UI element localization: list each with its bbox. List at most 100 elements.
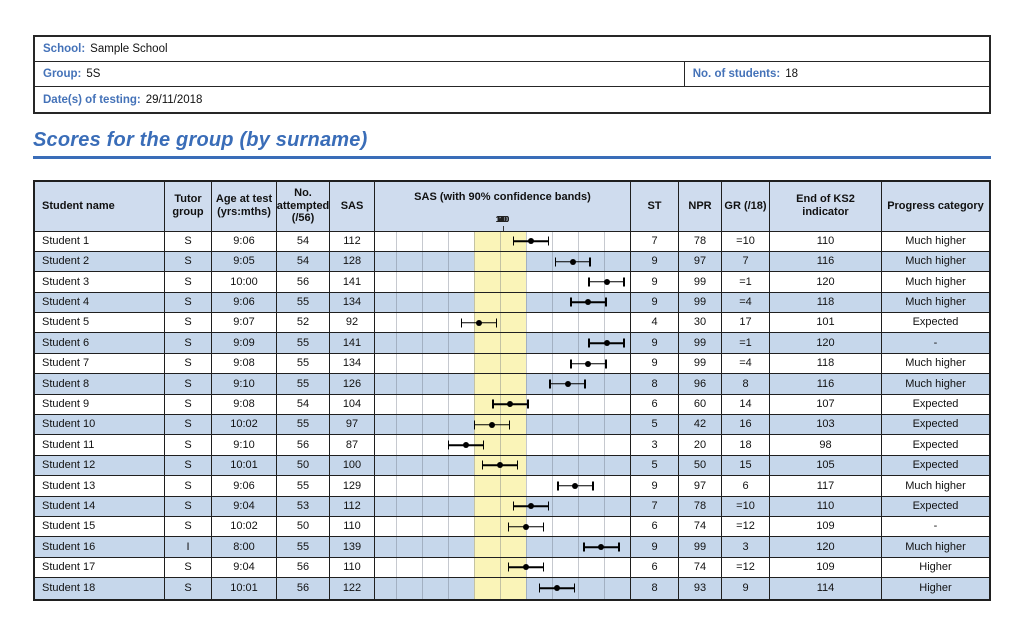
testing-date-cell: Date(s) of testing: 29/11/2018 [35,87,989,112]
sas-cell: 126 [330,374,375,395]
sas-chart-cell [375,313,631,334]
gr-cell: =12 [722,557,770,579]
sas-cell: 112 [330,496,375,517]
confidence-cap-left [447,440,450,450]
chart-gridline [603,557,605,578]
chart-gridline [421,516,423,537]
chart-gridline [421,251,423,272]
axis-tick-label: 60 [498,215,507,225]
sas-point [569,258,576,265]
confidence-cap-left [588,338,590,348]
st-cell: 9 [631,353,679,375]
table-header-row: Student name Tutor group Age at test (yr… [35,181,989,232]
sas-cell: 104 [330,394,375,416]
chart-gridline [525,537,527,557]
student-name-cell: Student 12 [35,455,165,477]
gr-cell: 18 [722,435,770,456]
npr-cell: 78 [679,231,722,252]
confidence-cap-left [554,257,557,267]
gr-cell: 14 [722,394,770,416]
chart-gridline [551,333,553,353]
sas-chart-cell [375,292,631,314]
student-name-cell: Student 17 [35,557,165,579]
progress-category-cell: Much higher [882,476,989,497]
confidence-cap-right [495,318,498,328]
chart-gridline [577,557,579,578]
chart-gridline [473,496,475,516]
ks2-indicator-cell: 107 [770,394,882,416]
chart-gridline [395,231,397,251]
confidence-cap-left [512,236,515,246]
average-band [473,272,526,292]
chart-gridline [421,231,423,251]
axis-tick-label: 110 [496,215,509,225]
attempted-cell: 56 [277,557,330,579]
testing-date-label: Date(s) of testing: [43,93,141,106]
chart-gridline [499,374,501,394]
sas-chart-cell [375,516,631,538]
school-label: School: [43,43,86,55]
ks2-indicator-cell: 120 [770,537,882,558]
table-row: Student 4 S 9:06 55 134 9 99 =4 118 Much higher [35,292,989,314]
chart-gridline [473,557,475,578]
ks2-indicator-cell: 103 [770,415,882,436]
sas-cell: 87 [330,435,375,456]
chart-gridline [603,415,605,435]
chart-gridline [551,455,553,476]
chart-gridline [499,231,501,251]
average-band [473,496,526,516]
ks2-indicator-cell: 120 [770,272,882,293]
sas-point [598,544,605,551]
table-row: Student 18 S 10:01 56 122 8 93 9 114 Higher [35,578,989,599]
progress-category-cell: Expected [882,496,989,517]
col-header-gr: GR (/18) [722,181,770,232]
ks2-indicator-cell: 118 [770,292,882,314]
chart-gridline [421,333,423,353]
table-row: Student 3 S 10:00 56 141 9 99 =1 120 Much higher [35,272,989,293]
chart-gridline [551,435,553,455]
chart-gridline [447,578,449,599]
ks2-indicator-cell: 116 [770,374,882,395]
sas-chart-cell [375,578,631,599]
st-cell: 6 [631,557,679,579]
tutor-group-cell: S [165,476,212,497]
age-cell: 10:00 [212,272,277,293]
table-row: Student 7 S 9:08 55 134 9 99 =4 118 Much higher [35,353,989,375]
attempted-cell: 53 [277,496,330,517]
average-band [473,231,526,251]
chart-gridline [551,313,553,333]
chart-gridline [577,496,579,516]
group-cell: Group: 5S [35,62,684,86]
sas-point [528,238,535,245]
chart-gridline [473,272,475,292]
student-name-cell: Student 8 [35,374,165,395]
sas-point [572,482,579,489]
attempted-cell: 54 [277,231,330,252]
chart-gridline [499,333,501,353]
npr-cell: 99 [679,292,722,314]
progress-category-cell: Much higher [882,353,989,375]
chart-gridline [603,394,605,414]
table-row: Student 17 S 9:04 56 110 6 74 =12 109 Higher [35,557,989,579]
table-row: Student 14 S 9:04 53 112 7 78 =10 110 Expected [35,496,989,517]
axis-tick-label: 90 [498,215,507,225]
school-cell: School: Sample School [35,37,989,61]
age-cell: 9:09 [212,333,277,354]
chart-gridline [551,415,553,435]
chart-gridline [551,292,553,313]
chart-gridline [395,476,397,496]
age-cell: 9:06 [212,292,277,314]
sas-point [585,360,592,367]
npr-cell: 93 [679,578,722,599]
ks2-indicator-cell: 110 [770,496,882,517]
progress-category-cell: - [882,516,989,538]
tutor-group-cell: S [165,353,212,375]
chart-gridline [603,231,605,251]
chart-gridline [473,537,475,557]
st-cell: 9 [631,292,679,314]
student-name-cell: Student 6 [35,333,165,354]
confidence-cap-left [557,481,559,491]
chart-gridline [447,313,449,333]
table-row: Student 2 S 9:05 54 128 9 97 7 116 Much higher [35,251,989,273]
sas-cell: 141 [330,333,375,354]
